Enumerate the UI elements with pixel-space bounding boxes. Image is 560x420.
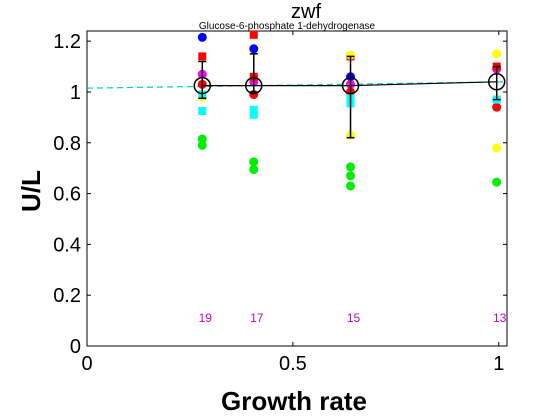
data-point <box>249 157 259 167</box>
data-point <box>249 164 259 174</box>
sample-count-label: 13 <box>493 311 507 325</box>
data-point <box>197 140 207 150</box>
sample-count-label: 19 <box>199 311 213 325</box>
y-tick-label: 0.4 <box>53 234 81 256</box>
data-point <box>346 171 356 181</box>
y-tick-label: 0.6 <box>53 184 81 206</box>
y-tick-label: 0.2 <box>53 285 81 307</box>
mean-marker <box>341 76 360 95</box>
y-tick-label: 1 <box>70 82 81 104</box>
y-axis-label: U/L <box>16 170 46 212</box>
data-point <box>492 143 502 153</box>
data-point <box>346 162 356 172</box>
data-point-square <box>198 107 207 116</box>
plot-area: 0 0.5 1 0 0.2 0.4 0.6 0.8 1 1.2 19 17 15 13 <box>53 30 508 375</box>
y-tick-label: 0 <box>70 336 81 358</box>
x-tick-label: 1 <box>493 353 504 375</box>
data-point-square <box>249 110 258 119</box>
mean-marker <box>193 76 212 95</box>
data-point <box>197 134 207 144</box>
sample-count-label: 15 <box>347 311 361 325</box>
mean-marker <box>487 73 506 91</box>
plot-frame <box>86 30 508 347</box>
data-point-square <box>249 105 258 114</box>
y-tick-label: 1.2 <box>53 31 81 53</box>
y-tick-label: 0.8 <box>53 133 81 155</box>
x-axis-label: Growth rate <box>221 386 367 416</box>
mean-line <box>202 81 497 87</box>
chart-title: zwf <box>291 1 321 23</box>
x-tick-label: 0.5 <box>279 353 307 375</box>
data-point <box>492 49 502 59</box>
chart-subtitle: Glucose-6-phosphate 1-dehydrogenase <box>199 21 376 32</box>
data-point-square <box>198 52 207 61</box>
mean-marker <box>245 76 263 95</box>
x-tick-label: 0 <box>81 353 92 375</box>
data-point-square <box>249 30 258 39</box>
data-point <box>492 102 502 112</box>
data-point <box>492 177 502 187</box>
data-point <box>249 44 259 54</box>
data-point <box>346 50 356 60</box>
data-point <box>346 181 356 191</box>
data-point <box>197 32 207 42</box>
sample-count-label: 17 <box>250 311 264 325</box>
